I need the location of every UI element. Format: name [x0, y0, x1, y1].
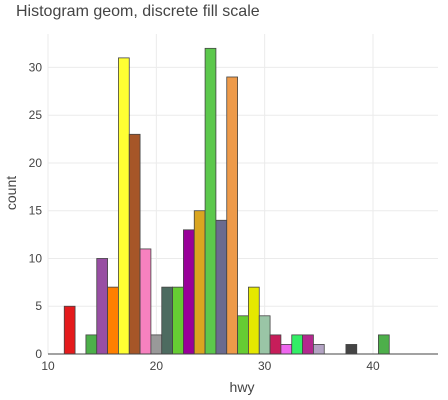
x-tick-label: 10	[41, 359, 55, 373]
histogram-bar	[378, 334, 390, 355]
histogram-bar	[118, 57, 130, 355]
y-tick-labels: 0 5 10 15 20 25 30	[29, 60, 43, 361]
histogram-bar	[291, 334, 303, 355]
histogram-bar	[215, 219, 228, 355]
chart-title: Histogram geom, discrete fill scale	[16, 3, 260, 20]
histogram-bar	[193, 210, 206, 355]
y-axis-label: count	[3, 176, 19, 210]
y-tick-label: 15	[29, 204, 43, 218]
histogram-bar	[313, 344, 325, 355]
x-tick-label: 30	[258, 359, 272, 373]
histogram-bar	[183, 229, 195, 355]
x-tick-label: 20	[150, 359, 164, 373]
histogram-bar	[139, 248, 152, 355]
y-tick-label: 30	[29, 60, 43, 74]
histogram-bar	[237, 315, 249, 355]
histogram-bar	[280, 344, 293, 355]
x-tick-label: 40	[366, 359, 380, 373]
histogram-bar	[302, 334, 314, 355]
y-tick-label: 5	[35, 299, 42, 313]
x-axis-label: hwy	[230, 379, 255, 395]
histogram-bar	[161, 286, 173, 355]
histogram-bar	[128, 133, 141, 355]
histogram-bar	[85, 334, 98, 355]
histogram-bar	[248, 286, 260, 355]
histogram-bar	[226, 76, 238, 355]
histogram-bar	[150, 334, 163, 355]
histogram-bar	[63, 305, 76, 355]
histogram-bar	[96, 258, 108, 355]
y-tick-label: 25	[29, 108, 43, 122]
x-tick-labels: 10 20 30 40	[41, 359, 380, 373]
y-tick-label: 10	[29, 251, 43, 265]
histogram-bar	[172, 286, 184, 355]
y-tick-label: 0	[35, 347, 42, 361]
histogram-bar	[345, 344, 358, 355]
bars	[63, 47, 390, 355]
histogram-bar	[107, 286, 119, 355]
histogram-bar	[269, 334, 282, 355]
histogram-bar	[258, 315, 271, 355]
y-tick-label: 20	[29, 156, 43, 170]
histogram-bar	[204, 47, 217, 355]
